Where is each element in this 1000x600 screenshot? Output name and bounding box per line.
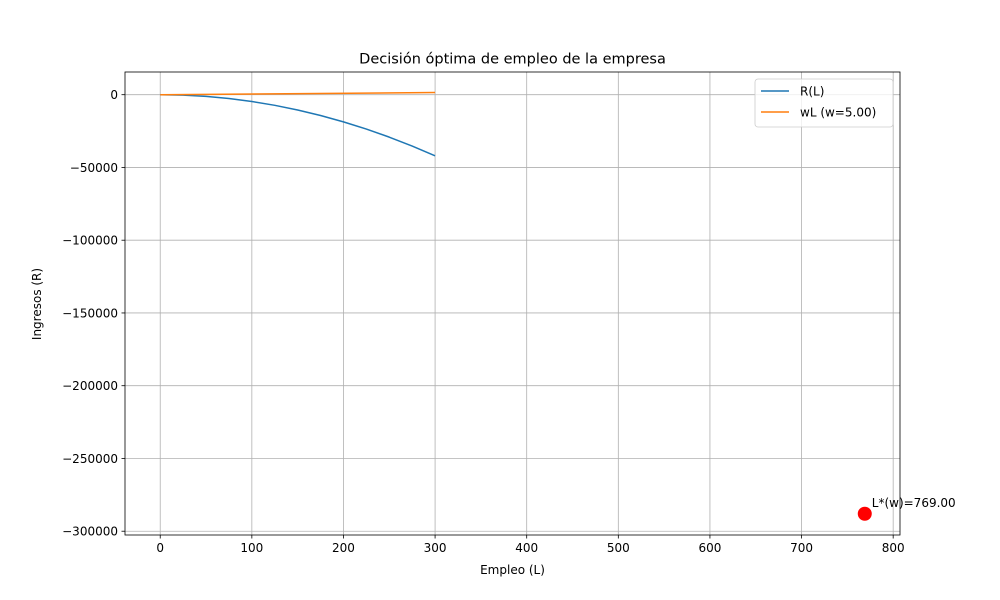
x-tick-label: 600 <box>698 541 721 555</box>
y-tick-label: 0 <box>110 88 118 102</box>
x-tick-label: 200 <box>332 541 355 555</box>
x-axis-label: Empleo (L) <box>480 563 545 577</box>
series-layer <box>160 91 436 157</box>
x-tick-label: 0 <box>156 541 164 555</box>
legend: R(L) wL (w=5.00) <box>754 78 894 128</box>
legend-box <box>754 78 894 128</box>
series-line-wl-w-5-00 <box>160 91 436 96</box>
y-axis-ticks: 0 −50000 −100000 −150000 −200000 −250000 −3000… <box>62 88 125 539</box>
x-tick-label: 700 <box>790 541 813 555</box>
optimum-point-label: L*(w)=769.00 <box>872 496 956 510</box>
x-tick-label: 800 <box>882 541 905 555</box>
y-axis-label: Ingresos (R) <box>30 268 44 340</box>
y-tick-label: −250000 <box>62 452 118 466</box>
y-tick-label: −100000 <box>62 234 118 248</box>
x-tick-label: 100 <box>240 541 263 555</box>
y-tick-label: −150000 <box>62 306 118 320</box>
plot-frame <box>124 71 901 536</box>
optimum-point-marker <box>857 506 872 521</box>
x-axis-ticks: 0 100 200 300 400 500 600 700 800 <box>156 535 905 555</box>
y-tick-label: −200000 <box>62 379 118 393</box>
points-layer: L*(w)=769.00 <box>857 496 956 521</box>
x-tick-label: 300 <box>424 541 447 555</box>
series-line-r-l <box>160 93 436 157</box>
x-tick-label: 400 <box>515 541 538 555</box>
y-tick-label: −300000 <box>62 525 118 539</box>
chart-title: Decisión óptima de empleo de la empresa <box>359 52 666 68</box>
y-tick-label: −50000 <box>70 161 118 175</box>
legend-entry: R(L) <box>800 84 824 98</box>
legend-entry: wL (w=5.00) <box>800 105 876 119</box>
x-tick-label: 500 <box>607 541 630 555</box>
